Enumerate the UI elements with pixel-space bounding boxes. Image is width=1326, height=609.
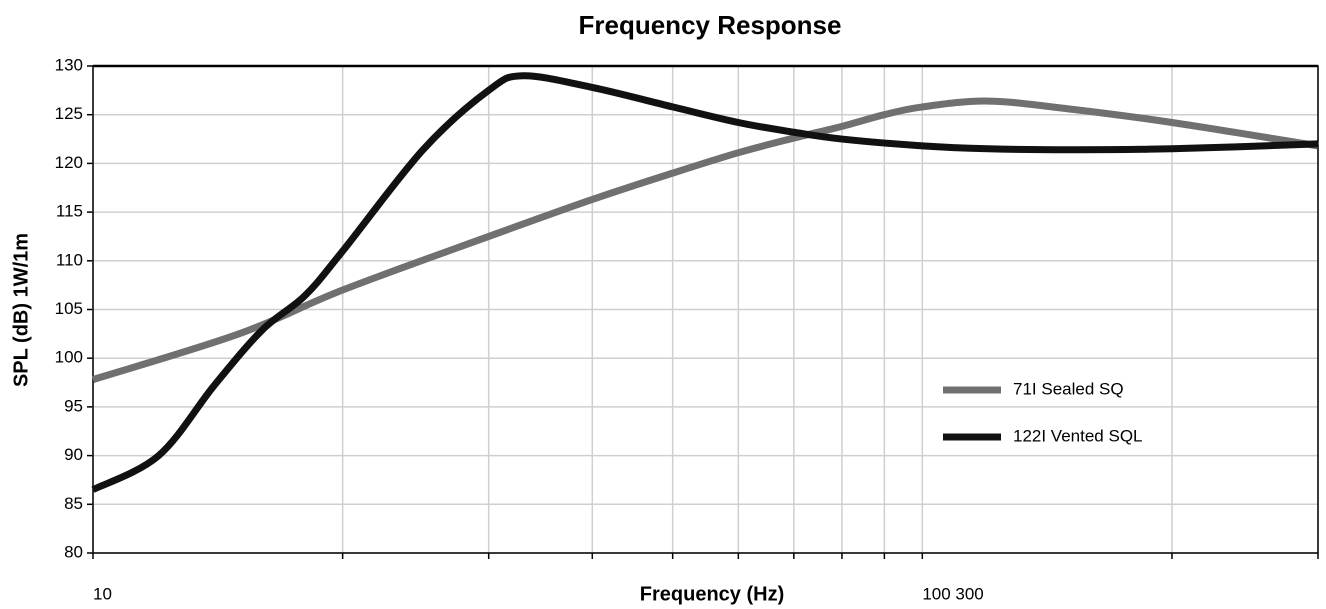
line-series xyxy=(91,97,1319,383)
y-tick-label: 105 xyxy=(55,299,83,318)
x-tick-label: 100 300 xyxy=(922,584,983,603)
y-tick-label: 100 xyxy=(55,348,83,367)
y-tick-label: 120 xyxy=(55,153,83,172)
legend-label: 122I Vented SQL xyxy=(1013,426,1143,445)
y-tick-label: 85 xyxy=(64,494,83,513)
x-axis-title: Frequency (Hz) xyxy=(640,583,784,605)
line-series xyxy=(91,72,1319,493)
y-tick-label: 125 xyxy=(55,104,83,123)
y-tick-label: 95 xyxy=(64,396,83,415)
y-tick-label: 115 xyxy=(56,202,83,221)
legend-label: 71I Sealed SQ xyxy=(1013,379,1124,398)
y-tick-label: 110 xyxy=(56,250,83,269)
x-tick-label: 10 xyxy=(93,584,112,603)
chart-title: Frequency Response xyxy=(579,10,842,40)
y-tick-label: 90 xyxy=(64,445,83,464)
y-tick-label: 130 xyxy=(55,55,83,74)
y-tick-label: 80 xyxy=(64,542,83,561)
y-axis-title: SPL (dB) 1W/1m xyxy=(10,233,32,387)
